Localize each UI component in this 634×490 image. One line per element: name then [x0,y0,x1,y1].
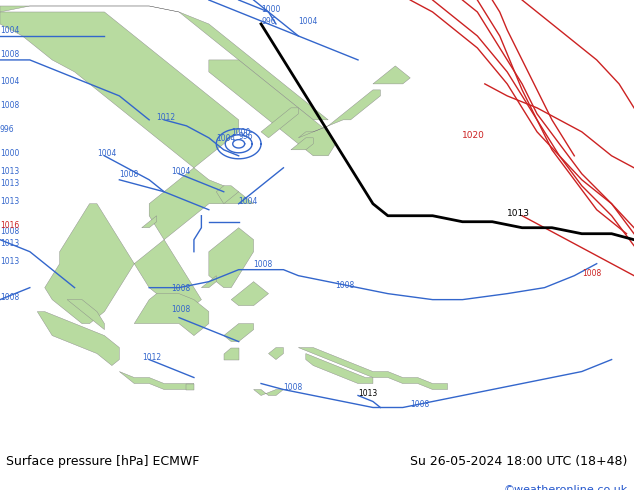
Polygon shape [269,347,283,360]
Text: 1008: 1008 [172,305,191,314]
Text: 1004: 1004 [172,167,191,176]
Text: 1004: 1004 [299,17,318,26]
Polygon shape [291,138,313,150]
Polygon shape [67,299,105,330]
Text: 1008: 1008 [410,400,429,410]
Polygon shape [373,66,410,84]
Text: ©weatheronline.co.uk: ©weatheronline.co.uk [503,485,628,490]
Text: 1013: 1013 [358,389,377,397]
Text: 1008: 1008 [0,101,19,110]
Polygon shape [0,6,328,120]
Text: 1008: 1008 [0,293,19,302]
Text: 1008: 1008 [172,284,191,293]
Polygon shape [299,347,448,390]
Polygon shape [119,371,194,390]
Text: 996: 996 [261,17,276,26]
Polygon shape [299,90,380,138]
Text: 1013: 1013 [507,209,530,218]
Text: 1004: 1004 [97,149,117,158]
Polygon shape [216,186,238,204]
Text: 1004: 1004 [238,197,258,206]
Text: 1000: 1000 [0,149,20,158]
Text: 1013: 1013 [0,197,19,206]
Polygon shape [224,323,254,342]
Text: 1012: 1012 [157,113,176,122]
Text: 1012: 1012 [142,352,161,362]
Polygon shape [306,354,373,384]
Text: 1008: 1008 [119,170,139,179]
Text: 1000: 1000 [261,5,280,14]
Text: 1004: 1004 [216,134,236,143]
Polygon shape [0,12,254,323]
Polygon shape [224,347,238,360]
Text: 996: 996 [0,125,15,134]
Polygon shape [209,60,335,156]
Text: Surface pressure [hPa] ECMWF: Surface pressure [hPa] ECMWF [6,455,200,468]
Text: 1008: 1008 [283,383,302,392]
Text: 1004: 1004 [0,77,20,86]
Text: Su 26-05-2024 18:00 UTC (18+48): Su 26-05-2024 18:00 UTC (18+48) [410,455,628,468]
Text: 1020: 1020 [462,131,485,140]
Text: 1008: 1008 [582,269,601,278]
Polygon shape [209,228,254,288]
Polygon shape [142,216,157,228]
Polygon shape [254,390,283,395]
Text: 1013: 1013 [0,239,19,248]
Text: 996: 996 [238,132,254,141]
Polygon shape [186,384,194,390]
Text: 1013: 1013 [0,179,19,188]
Text: 1008: 1008 [0,50,19,59]
Text: 1008: 1008 [254,260,273,269]
Text: 1008: 1008 [335,281,355,290]
Text: 1013: 1013 [0,167,19,176]
Polygon shape [231,282,269,306]
Text: 1013: 1013 [0,257,19,266]
Text: 1000: 1000 [231,128,250,137]
Polygon shape [37,312,119,366]
Text: 1016: 1016 [0,220,19,230]
Polygon shape [134,294,209,336]
Text: 1004: 1004 [0,26,20,35]
Polygon shape [261,108,299,138]
Polygon shape [202,276,216,288]
Text: 1008: 1008 [0,227,19,236]
